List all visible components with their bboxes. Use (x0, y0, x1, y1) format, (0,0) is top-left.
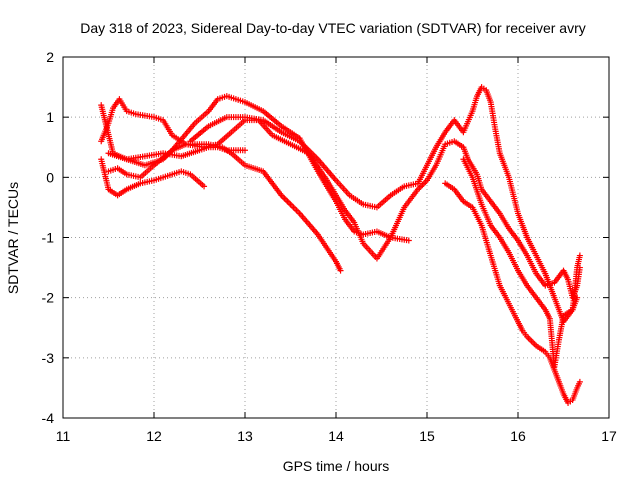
y-tick-label: -2 (42, 290, 55, 306)
y-tick-label: 2 (46, 49, 54, 65)
x-axis-label: GPS time / hours (283, 458, 390, 474)
series-track-g (442, 180, 583, 406)
x-tick-label: 11 (56, 428, 71, 444)
y-tick-label: -3 (42, 350, 55, 366)
data-point (242, 147, 248, 154)
data-point (576, 252, 583, 259)
y-tick-label: 1 (46, 109, 54, 125)
series-track-h (460, 156, 581, 370)
data-point (201, 183, 208, 190)
series-track-e (105, 117, 583, 301)
x-tick-label: 16 (510, 428, 526, 444)
data-point (574, 294, 581, 301)
x-tick-label: 17 (601, 428, 617, 444)
y-axis-label: SDTVAR / TECUs (5, 182, 21, 294)
data-point (405, 237, 412, 244)
y-tick-label: -4 (42, 410, 55, 426)
x-tick-label: 14 (328, 428, 344, 444)
data-point (576, 378, 583, 385)
data-series (98, 84, 583, 406)
y-tick-label: -1 (42, 230, 55, 246)
x-tick-label: 12 (146, 428, 162, 444)
chart-title: Day 318 of 2023, Sidereal Day-to-day VTE… (80, 20, 586, 36)
data-point (337, 267, 344, 274)
series-track-f (187, 84, 583, 325)
x-tick-label: 15 (419, 428, 435, 444)
x-tick-label: 13 (237, 428, 253, 444)
series-track-a (98, 156, 208, 199)
y-tick-label: 0 (46, 169, 54, 185)
